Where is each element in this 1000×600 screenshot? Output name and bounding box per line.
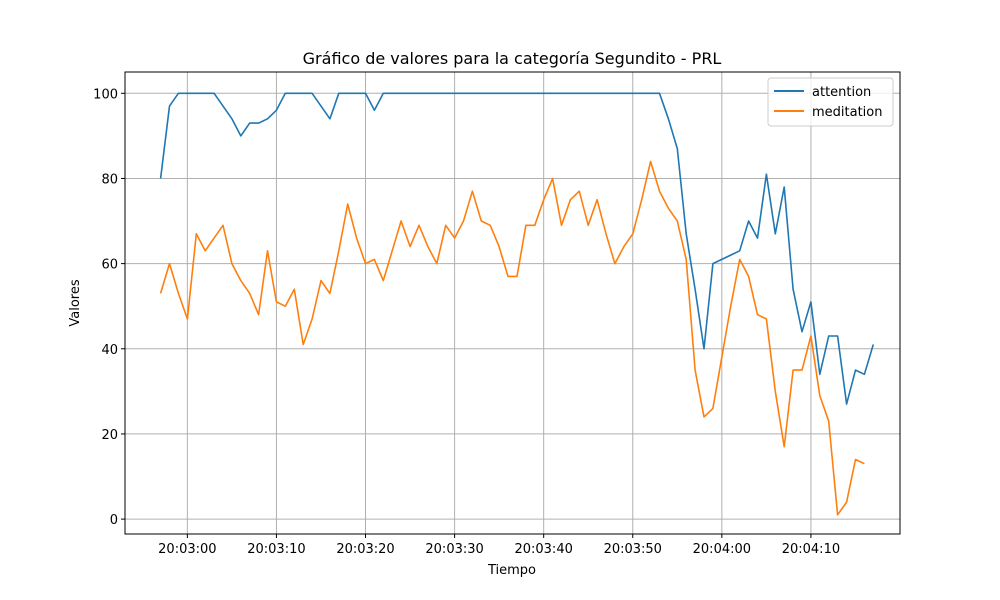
plot-area-frame xyxy=(124,71,901,535)
series-group xyxy=(159,92,875,516)
y-tick-label: 100 xyxy=(93,87,118,102)
y-axis-ticks: 0 20 40 60 80 100 xyxy=(93,87,125,528)
legend: attention meditation xyxy=(767,77,894,127)
x-tick-label: 20:03:10 xyxy=(247,542,305,557)
y-tick-label: 40 xyxy=(101,343,118,358)
x-tick-label: 20:03:30 xyxy=(425,542,483,557)
x-tick-label: 20:03:20 xyxy=(336,542,394,557)
x-axis-ticks: 20:03:00 20:03:10 20:03:20 20:03:30 20:03:40… xyxy=(158,534,840,557)
x-tick-label: 20:04:00 xyxy=(693,542,751,557)
y-tick-label: 20 xyxy=(101,428,118,443)
legend-label-meditation: meditation xyxy=(812,105,883,120)
chart-title: Gráfico de valores para la categoría Seg… xyxy=(303,49,722,68)
x-tick-label: 20:03:50 xyxy=(604,542,662,557)
series-line-meditation xyxy=(159,160,865,516)
x-tick-label: 20:04:10 xyxy=(782,542,840,557)
y-tick-label: 60 xyxy=(101,258,118,273)
series-line-attention xyxy=(159,92,875,405)
y-axis-label: Valores xyxy=(68,279,83,326)
x-tick-label: 20:03:00 xyxy=(158,542,216,557)
y-tick-label: 0 xyxy=(110,513,118,528)
x-tick-label: 20:03:40 xyxy=(514,542,572,557)
x-axis-label: Tiempo xyxy=(487,563,536,578)
y-tick-label: 80 xyxy=(101,172,118,187)
legend-label-attention: attention xyxy=(812,85,871,100)
